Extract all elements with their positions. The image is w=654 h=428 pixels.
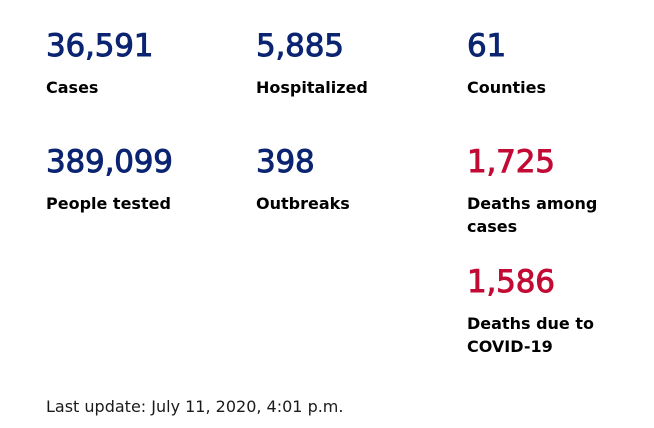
hospitalized-label: Hospitalized (256, 78, 368, 97)
last-update-text: Last update: July 11, 2020, 4:01 p.m. (46, 397, 344, 416)
stat-hospitalized: 5,885 Hospitalized (256, 28, 368, 99)
stat-counties: 61 Counties (467, 28, 546, 99)
stat-outbreaks: 398 Outbreaks (256, 144, 350, 215)
deaths-among-cases-label: Deaths among cases (467, 194, 598, 236)
stat-deaths-due-to-covid: 1,586 Deaths due to COVID-19 (467, 264, 637, 358)
deaths-among-cases-value: 1,725 (467, 144, 556, 181)
cases-value: 36,591 (46, 28, 154, 65)
stat-people-tested: 389,099 People tested (46, 144, 174, 215)
people-tested-label: People tested (46, 194, 171, 213)
people-tested-value: 389,099 (46, 144, 174, 181)
outbreaks-label: Outbreaks (256, 194, 350, 213)
deaths-due-to-covid-label: Deaths due to COVID-19 (467, 314, 594, 356)
stat-cases: 36,591 Cases (46, 28, 154, 99)
deaths-due-to-covid-value: 1,586 (467, 264, 556, 301)
cases-label: Cases (46, 78, 99, 97)
outbreaks-value: 398 (256, 144, 316, 181)
stat-deaths-among-cases: 1,725 Deaths among cases (467, 144, 637, 238)
counties-label: Counties (467, 78, 547, 97)
hospitalized-value: 5,885 (256, 28, 345, 65)
counties-value: 61 (467, 28, 507, 65)
